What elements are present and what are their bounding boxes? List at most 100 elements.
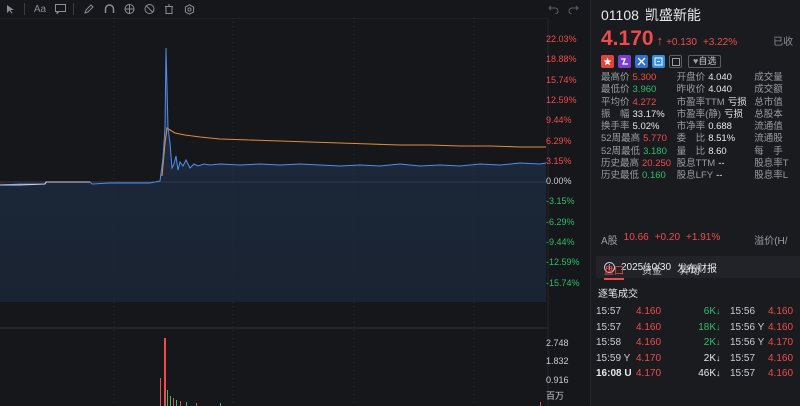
stat-cell: 昨收价 4.040 xyxy=(677,84,755,96)
tick-volume: 6K xyxy=(703,306,716,317)
redo-icon[interactable] xyxy=(564,0,582,18)
tick-price: 4.160 xyxy=(768,368,794,379)
undo-icon[interactable] xyxy=(544,0,562,18)
stat-label: 总市值 xyxy=(754,96,783,108)
stat-value: 5.770 xyxy=(643,133,667,145)
percent-axis-label: -15.74% xyxy=(546,277,580,288)
stat-cell: 股息LFY -- xyxy=(677,170,755,182)
stat-cell: 平均价 4.272 xyxy=(601,97,677,109)
eye-icon[interactable] xyxy=(120,0,138,18)
tab-capital[interactable]: 资金 xyxy=(642,266,662,277)
stat-cell: 委 比 8.51% xyxy=(677,133,755,145)
stat-value: 3.180 xyxy=(643,145,667,157)
stat-label: 成交额 xyxy=(754,84,783,96)
percent-axis-label: 12.59% xyxy=(546,94,577,105)
stat-value: 5.02% xyxy=(632,121,660,133)
stat-cell: 成交额 xyxy=(754,84,800,96)
stat-label: 委 比 xyxy=(676,133,706,145)
tick-direction-icon: ↓ xyxy=(716,321,721,332)
a-share-row[interactable]: A股 10.66 +0.20 +1.91% 溢价(H/ xyxy=(601,232,800,247)
stat-cell: 流通值 xyxy=(754,121,800,133)
hide-icon[interactable] xyxy=(140,0,158,18)
stat-cell: 换手率 5.02% xyxy=(601,121,677,133)
tick-list[interactable]: 15:57 4.160 6K ↓ 15:56 4.160 15:57 4.160 18K ↓ 15:… xyxy=(596,304,800,382)
cursor-icon[interactable] xyxy=(2,0,20,18)
settings-icon[interactable] xyxy=(180,0,198,18)
percent-axis-label: -9.44% xyxy=(546,237,575,247)
tab-orderbook[interactable]: 盘口 xyxy=(604,262,624,280)
stat-row: 52周最低 3.180 量 比 8.60 每 手 xyxy=(601,146,800,158)
info-icon: i xyxy=(604,261,615,273)
hk-badge-icon[interactable] xyxy=(601,55,614,68)
stat-value: 亏损 xyxy=(727,96,747,108)
stat-value: 4.272 xyxy=(632,96,657,108)
stat-value: 20.250 xyxy=(642,158,672,170)
magnet-icon[interactable] xyxy=(100,0,118,18)
earnings-notice[interactable]: i 2025/10/30 发布财报 xyxy=(596,256,800,278)
intraday-chart[interactable]: 22.03% 18.88% 15.74% 12.59% 9.44% 6.29% 3.15% 0… xyxy=(0,18,590,406)
stock-name: 凯盛新能 xyxy=(644,7,701,23)
detail-tabs: 盘口 资金 异动 xyxy=(590,262,800,280)
stat-label: 最高价 xyxy=(601,72,630,83)
stat-cell: 开盘价 4.040 xyxy=(677,72,755,84)
drawing-toolbar: Aa xyxy=(0,0,590,18)
percent-axis-label: 9.44% xyxy=(546,115,572,126)
toolbar-divider xyxy=(24,3,25,15)
percent-axis-label: 3.15% xyxy=(546,155,572,166)
tick-price: 4.170 xyxy=(636,352,662,364)
trash-icon[interactable] xyxy=(160,0,178,18)
stat-value: 亏损 xyxy=(724,108,744,120)
stat-label: 52周最低 xyxy=(601,145,641,157)
add-favorite-button[interactable]: ♥自选 xyxy=(688,55,722,68)
percent-axis-label: -12.59% xyxy=(546,257,580,268)
stat-cell: 股息TTM -- xyxy=(677,158,755,170)
stat-label: 股息TTM xyxy=(676,158,716,170)
tick-time: 15:56 Y xyxy=(730,337,765,348)
tick-price: 4.170 xyxy=(768,337,794,348)
stat-label: 开盘价 xyxy=(676,72,706,83)
percent-axis-label: -6.29% xyxy=(546,216,575,227)
quote-panel: 01108 凯盛新能 4.170 ↑ +0.130 +3.22% 已收 xyxy=(590,0,800,406)
toolbar-divider xyxy=(73,3,74,15)
pen-icon[interactable] xyxy=(80,0,98,18)
stat-value: -- xyxy=(716,170,723,182)
tab-movement[interactable]: 异动 xyxy=(680,266,700,277)
stat-cell: 52周最低 3.180 xyxy=(601,146,677,158)
stat-value: 8.60 xyxy=(708,145,727,157)
a-share-price: 10.66 xyxy=(623,232,649,243)
volume-unit: 百万 xyxy=(546,391,565,401)
stat-cell: 成交量 xyxy=(754,72,800,84)
stat-label: 股息率T xyxy=(754,158,789,170)
tick-volume: 46K xyxy=(698,368,716,379)
text-icon[interactable]: Aa xyxy=(33,3,47,15)
stat-row: 平均价 4.272 市盈率TTM 亏损 总市值 xyxy=(601,97,800,109)
tick-volume: 2K xyxy=(703,337,716,348)
connect-badge-icon[interactable] xyxy=(618,55,631,68)
tick-row: 15:57 4.160 6K ↓ 15:56 4.160 xyxy=(596,304,800,320)
percent-axis-label: 15.74% xyxy=(546,74,577,85)
stat-value: 0.160 xyxy=(642,170,666,182)
tick-time: 15:57 xyxy=(596,321,622,333)
stat-label: 流通值 xyxy=(754,121,783,133)
stat-label: 振 幅 xyxy=(601,108,630,120)
stock-title: 01108 凯盛新能 xyxy=(601,5,800,25)
stat-cell: 市盈率(静) 亏损 xyxy=(677,109,755,121)
tick-row: 15:58 4.160 2K ↓ 15:56 Y 4.170 xyxy=(596,335,800,351)
stat-label: 52周最高 xyxy=(601,133,641,145)
stat-row: 换手率 5.02% 市净率 0.688 流通值 xyxy=(601,121,800,133)
market-status: 已收 xyxy=(773,37,794,48)
stat-cell: 振 幅 33.17% xyxy=(601,109,677,121)
note-icon[interactable] xyxy=(669,55,682,68)
stat-label: 平均价 xyxy=(601,96,630,108)
comment-icon[interactable] xyxy=(51,0,69,18)
stat-value: 4.040 xyxy=(708,84,732,96)
tick-time: 15:59 Y xyxy=(596,352,631,364)
stat-label: 市盈率(静) xyxy=(676,108,721,120)
volume-axis-label: 0.916 xyxy=(546,375,569,385)
stat-row: 振 幅 33.17% 市盈率(静) 亏损 总股本 xyxy=(601,109,800,121)
shortsell-badge-icon[interactable] xyxy=(635,55,648,68)
option-badge-icon[interactable] xyxy=(652,55,665,68)
tick-time: 15:58 xyxy=(596,337,622,348)
tick-row: 15:57 4.160 18K ↓ 15:56 Y 4.160 xyxy=(596,320,800,336)
add-favorite-label: 自选 xyxy=(698,56,717,66)
